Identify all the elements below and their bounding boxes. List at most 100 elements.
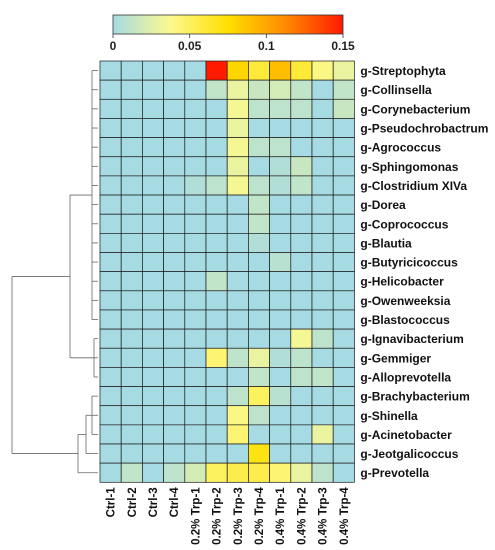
row-labels: g-Streptophyta g-Collinsella g-Corynebacte… <box>360 64 488 480</box>
heatmap-cell <box>163 79 186 100</box>
heatmap-cell <box>332 290 355 311</box>
heatmap-cell <box>120 443 143 464</box>
heatmap-cell <box>205 60 228 81</box>
heatmap-cell <box>332 175 355 196</box>
heatmap-cell <box>248 79 270 100</box>
row-label: g-Acinetobacter <box>360 428 452 442</box>
heatmap-cell <box>142 271 164 292</box>
row-label: g-Streptophyta <box>360 64 446 78</box>
row-label: g-Dorea <box>360 198 406 212</box>
heatmap-cell <box>226 347 249 368</box>
heatmap-cell <box>269 462 292 483</box>
heatmap-cell <box>226 290 249 311</box>
heatmap-cell <box>290 156 313 177</box>
heatmap-cell <box>248 233 270 253</box>
heatmap-cell <box>332 386 355 407</box>
heatmap-cell <box>290 60 313 81</box>
heatmap-cell <box>142 118 164 138</box>
heatmap-cell <box>163 309 186 330</box>
heatmap-cell <box>290 118 313 138</box>
heatmap-cell <box>226 137 249 158</box>
heatmap-cell <box>290 213 313 234</box>
heatmap-cell <box>184 79 207 100</box>
colorbar-gradient <box>112 14 344 35</box>
heatmap-cell <box>99 424 122 445</box>
heatmap-cell <box>290 347 313 368</box>
heatmap-cell <box>99 309 122 330</box>
heatmap-cell <box>99 60 122 81</box>
heatmap-cell <box>142 60 164 81</box>
heatmap-cell <box>99 443 122 464</box>
heatmap-cell <box>269 118 292 138</box>
colorbar-tick-label: 0 <box>110 39 117 53</box>
heatmap-cell <box>120 79 143 100</box>
heatmap-cell <box>120 347 143 368</box>
heatmap-cell <box>120 252 143 272</box>
heatmap-cell <box>269 98 292 119</box>
heatmap-cell <box>290 290 313 311</box>
heatmap-cell <box>99 405 122 426</box>
heatmap-cell <box>269 175 292 196</box>
heatmap-cell <box>332 252 355 272</box>
heatmap-cell <box>332 98 355 119</box>
heatmap-cell <box>184 405 207 426</box>
heatmap-cell <box>120 233 143 253</box>
column-label: 0.4% Trp-4 <box>339 487 351 545</box>
heatmap-cell <box>184 309 207 330</box>
heatmap-cell <box>269 424 292 445</box>
heatmap-cell <box>311 328 334 349</box>
heatmap-cell <box>332 194 355 215</box>
heatmap-cell <box>332 213 355 234</box>
heatmap-cell <box>142 462 164 483</box>
heatmap-cell <box>290 271 313 292</box>
column-label: Ctrl-1 <box>106 487 118 518</box>
heatmap-cell <box>226 79 249 100</box>
heatmap-cell <box>226 367 249 387</box>
heatmap-cell <box>163 213 186 234</box>
heatmap-cell <box>205 194 228 215</box>
heatmap-cell <box>332 60 355 81</box>
heatmap-cell <box>184 233 207 253</box>
heatmap-cell <box>99 462 122 483</box>
column-label: 0.2% Trp-2 <box>212 487 224 545</box>
column-label: 0.2% Trp-4 <box>254 487 266 545</box>
heatmap-cell <box>311 233 334 253</box>
heatmap-cell <box>120 175 143 196</box>
heatmap-cell <box>290 175 313 196</box>
heatmap-cell <box>248 290 270 311</box>
heatmap-cell <box>120 405 143 426</box>
heatmap-cells <box>99 60 355 483</box>
heatmap-cell <box>248 271 270 292</box>
heatmap-cell <box>248 118 270 138</box>
heatmap-cell <box>226 309 249 330</box>
heatmap-cell <box>248 405 270 426</box>
row-label: g-Corynebacterium <box>360 102 470 116</box>
column-label: Ctrl-2 <box>127 487 139 517</box>
heatmap-cell <box>226 462 249 483</box>
heatmap-cell <box>163 424 186 445</box>
row-label: g-Coprococcus <box>360 217 448 231</box>
heatmap-cell <box>290 386 313 407</box>
heatmap-cell <box>142 137 164 158</box>
colorbar: 0 0.05 0.1 0.15 <box>110 14 355 53</box>
heatmap-cell <box>120 309 143 330</box>
heatmap-cell <box>205 233 228 253</box>
heatmap-cell <box>184 347 207 368</box>
heatmap-cell <box>332 233 355 253</box>
heatmap-cell <box>269 252 292 272</box>
heatmap-cell <box>269 156 292 177</box>
heatmap-cell <box>269 367 292 387</box>
heatmap-cell <box>163 443 186 464</box>
heatmap-cell <box>120 290 143 311</box>
heatmap-cell <box>226 118 249 138</box>
heatmap-cell <box>163 405 186 426</box>
heatmap-cell <box>99 194 122 215</box>
heatmap-cell <box>205 443 228 464</box>
heatmap-cell <box>99 98 122 119</box>
heatmap-cell <box>163 137 186 158</box>
heatmap-cell <box>184 194 207 215</box>
heatmap-cell <box>142 79 164 100</box>
heatmap-cell <box>120 328 143 349</box>
heatmap-cell <box>226 405 249 426</box>
heatmap-cell <box>290 309 313 330</box>
